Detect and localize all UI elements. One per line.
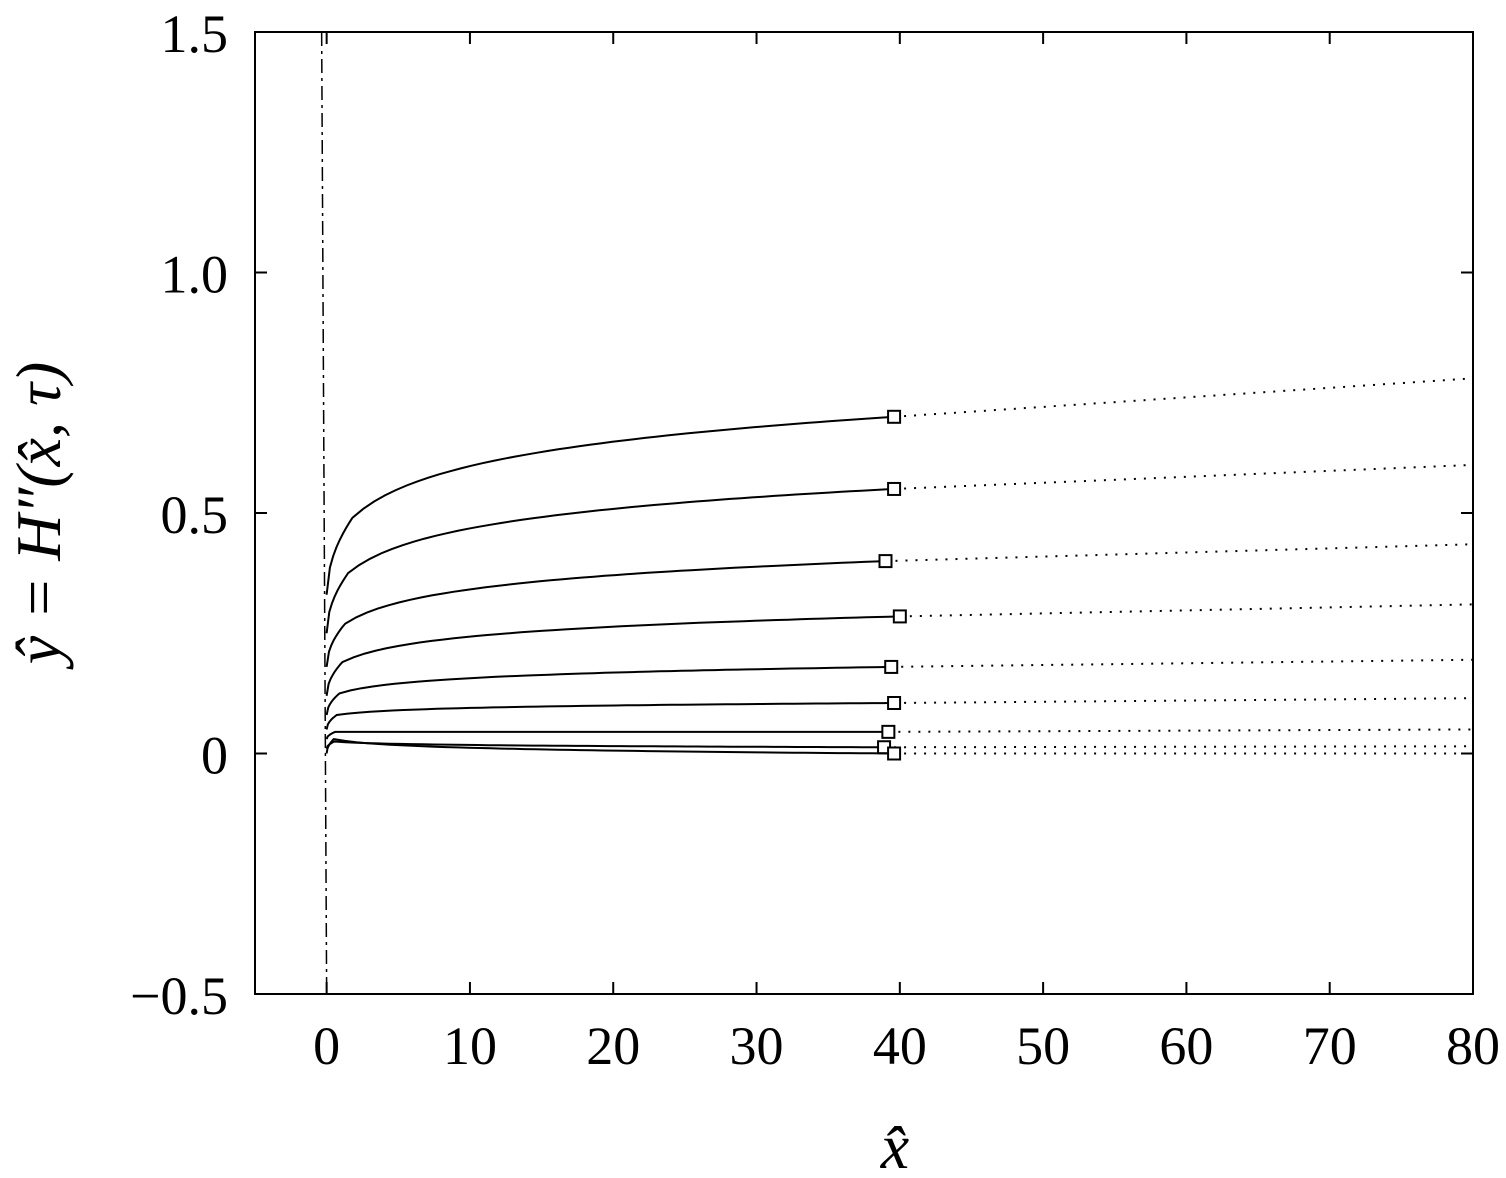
series-marker-5 bbox=[884, 659, 899, 674]
plot-content bbox=[320, 31, 1474, 995]
x-tick-label: 50 bbox=[1016, 1016, 1070, 1076]
y-tick-label: 1.0 bbox=[161, 245, 229, 305]
series-line-9 bbox=[325, 738, 895, 755]
series-extrapolation-4 bbox=[899, 603, 1474, 618]
series-extrapolation-6 bbox=[894, 697, 1474, 704]
y-tick-label: −0.5 bbox=[130, 966, 228, 1026]
x-tick-label: 70 bbox=[1303, 1016, 1357, 1076]
series-marker-1 bbox=[887, 409, 902, 424]
series-line-6 bbox=[325, 702, 895, 730]
series-extrapolation-2 bbox=[894, 463, 1474, 490]
x-axis-title: x̂ bbox=[880, 1111, 909, 1178]
x-tick-label: 80 bbox=[1446, 1016, 1500, 1076]
series-extrapolation-1 bbox=[894, 377, 1474, 418]
x-tick-label: 60 bbox=[1159, 1016, 1213, 1076]
y-axis-title: ŷ = H″(x̂, τ) bbox=[3, 362, 74, 670]
x-tick-label: 10 bbox=[443, 1016, 497, 1076]
series-marker-3 bbox=[878, 554, 893, 569]
series-marker-7 bbox=[881, 724, 896, 739]
series-line-5 bbox=[325, 665, 892, 716]
series-extrapolation-8 bbox=[884, 745, 1474, 749]
series-extrapolation-5 bbox=[891, 658, 1474, 668]
y-tick-label: 0.5 bbox=[161, 485, 229, 545]
series-marker-4 bbox=[892, 609, 907, 624]
plot-frame bbox=[254, 31, 1474, 995]
series-extrapolation-3 bbox=[885, 543, 1474, 563]
series-line-2 bbox=[325, 487, 895, 634]
series-marker-6 bbox=[887, 695, 902, 710]
y-tick-label: 1.5 bbox=[161, 4, 229, 64]
series-extrapolation-7 bbox=[888, 728, 1474, 733]
axes: 0 10 20 30 40 50 60 70 80 −0.5 0 0.5 1.0 1.5 bbox=[130, 4, 1500, 1076]
reference-line bbox=[320, 31, 328, 995]
series-line-1 bbox=[325, 415, 895, 595]
series-line-4 bbox=[325, 615, 900, 696]
x-tick-label: 40 bbox=[873, 1016, 927, 1076]
series-line-7 bbox=[325, 730, 889, 740]
series-marker-9 bbox=[887, 746, 902, 761]
series-marker-2 bbox=[887, 481, 902, 496]
x-tick-label: 20 bbox=[586, 1016, 640, 1076]
y-tick-label: 0 bbox=[201, 726, 228, 786]
x-tick-label: 0 bbox=[313, 1016, 340, 1076]
x-tick-label: 30 bbox=[730, 1016, 784, 1076]
series-line-3 bbox=[325, 560, 886, 668]
